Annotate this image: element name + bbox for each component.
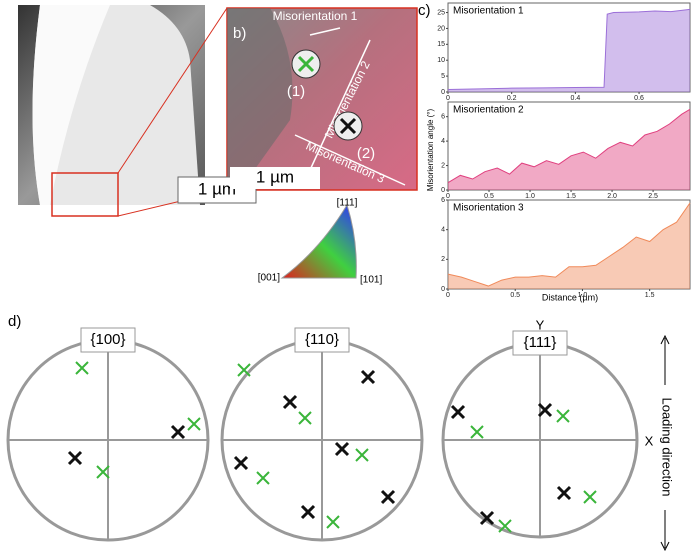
pole-label: {100} <box>90 331 125 348</box>
x-tick-label: 0.5 <box>484 193 494 200</box>
pole-marker <box>69 452 81 464</box>
marker-label: (2) <box>357 145 375 162</box>
pole-marker <box>235 457 247 469</box>
pole-marker <box>471 426 483 438</box>
chart-title: Misorientation 1 <box>453 6 524 17</box>
pole-marker <box>382 491 394 503</box>
annotation: Misorientation 1 <box>273 9 358 23</box>
y-tick-label: 15 <box>437 41 445 48</box>
chart-title: Misorientation 3 <box>453 203 524 214</box>
pole-marker <box>584 491 596 503</box>
pole-marker <box>362 371 374 383</box>
axis-label: Y <box>536 317 545 332</box>
ipf-triangle <box>282 205 356 278</box>
chart-title: Misorientation 2 <box>453 105 524 116</box>
y-axis-label: Misorientation angle (°) <box>426 108 435 191</box>
pole-marker <box>356 449 368 461</box>
x-tick-label: 0 <box>446 292 450 299</box>
y-tick-label: 25 <box>437 9 445 16</box>
scale-bar: 1 µm <box>256 167 294 186</box>
pole-marker <box>327 516 339 528</box>
y-tick-label: 0 <box>441 286 445 293</box>
panel-label: c) <box>418 2 431 19</box>
pole-marker <box>299 412 311 424</box>
figure: 1 µm 1 µm b) Misorientation 1 Misorienta… <box>0 0 692 554</box>
x-tick-label: 1.5 <box>645 292 655 299</box>
panel-label: b) <box>233 25 246 42</box>
pole-marker <box>302 506 314 518</box>
triangle-label: [111] <box>337 198 358 209</box>
x-tick-label: 1.5 <box>566 193 576 200</box>
x-tick-label: 0 <box>446 95 450 102</box>
y-tick-label: 10 <box>437 57 445 64</box>
pole-marker <box>172 426 184 438</box>
triangle-label: [101] <box>360 275 382 286</box>
pole-marker <box>336 443 348 455</box>
y-tick-label: 0 <box>441 89 445 96</box>
triangle-label: [001] <box>258 273 280 284</box>
x-tick-label: 0.5 <box>510 292 520 299</box>
y-tick-label: 2 <box>441 256 445 263</box>
pole-marker <box>76 362 88 374</box>
axis-label: X <box>645 433 654 448</box>
y-tick-label: 2 <box>441 162 445 169</box>
x-tick-label: 2.5 <box>648 193 658 200</box>
x-tick-label: 0.4 <box>571 95 581 102</box>
x-tick-label: 1.0 <box>525 193 535 200</box>
x-tick-label: 0.6 <box>634 95 644 102</box>
pole-label: {111} <box>524 334 557 351</box>
x-tick-label: 2.0 <box>607 193 617 200</box>
pole-marker <box>284 396 296 408</box>
pole-marker <box>558 487 570 499</box>
y-tick-label: 6 <box>441 114 445 121</box>
x-axis-label: Distance (µm) <box>542 292 598 302</box>
loading-direction: Loading direction <box>660 397 675 496</box>
y-tick-label: 4 <box>441 227 445 234</box>
pole-marker <box>257 472 269 484</box>
pole-marker <box>557 410 569 422</box>
panel-label: d) <box>8 313 21 330</box>
pole-marker <box>238 364 250 376</box>
y-tick-label: 20 <box>437 25 445 32</box>
x-tick-label: 1.0 <box>578 292 588 299</box>
y-tick-label: 6 <box>441 197 445 204</box>
x-tick-label: 0.2 <box>507 95 517 102</box>
y-tick-label: 0 <box>441 187 445 194</box>
marker-label: (1) <box>287 83 305 100</box>
pole-marker <box>188 418 200 430</box>
x-tick-label: 0 <box>446 193 450 200</box>
y-tick-label: 4 <box>441 138 445 145</box>
pole-label: {110} <box>305 331 339 348</box>
y-tick-label: 5 <box>441 73 445 80</box>
pole-marker <box>452 406 464 418</box>
